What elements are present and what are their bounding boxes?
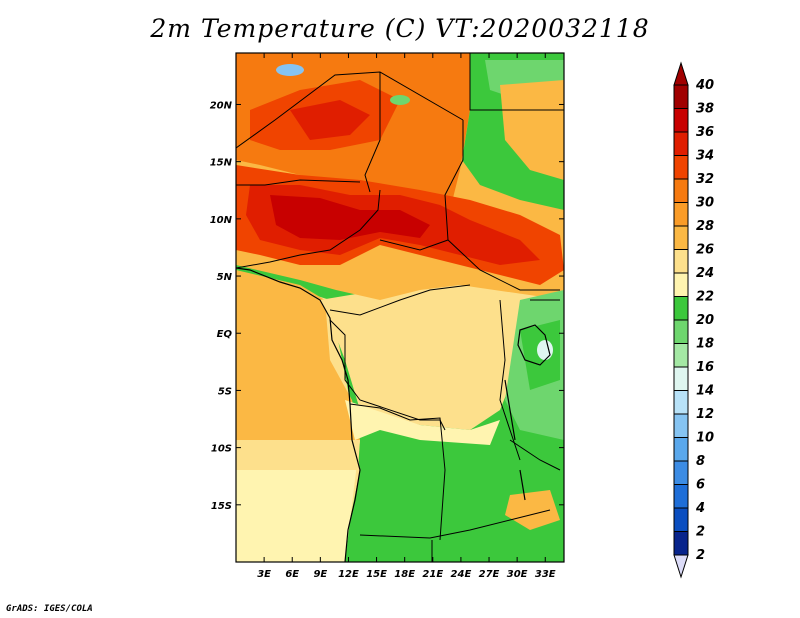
lake-malawi bbox=[519, 469, 526, 501]
colorbar-swatch bbox=[673, 178, 689, 203]
colorbar-swatch bbox=[673, 296, 689, 321]
lon-tick-label: 27E bbox=[479, 569, 500, 580]
field-38c-sahel bbox=[270, 195, 430, 240]
field-20c-spot bbox=[390, 95, 410, 105]
credit-label: GrADS: IGES/COLA bbox=[6, 604, 93, 614]
colorbar-label: 38 bbox=[696, 102, 714, 117]
border-niger-chad bbox=[364, 72, 381, 193]
colorbar-swatch bbox=[673, 155, 689, 180]
lat-tick-label: 5S bbox=[218, 386, 232, 397]
colorbar-label: 24 bbox=[696, 266, 714, 281]
colorbar-label: 30 bbox=[696, 196, 714, 211]
colorbar-bottom-triangle bbox=[673, 554, 689, 579]
coastline bbox=[236, 267, 551, 562]
field-28c-ocean bbox=[236, 270, 360, 440]
colorbar-swatch bbox=[673, 249, 689, 274]
lon-tick-label: 30E bbox=[507, 569, 528, 580]
lon-tick-label: 24E bbox=[451, 569, 472, 580]
field-12c-spot bbox=[276, 64, 304, 76]
colorbar-swatch bbox=[673, 84, 689, 109]
field-24c-band bbox=[345, 400, 500, 445]
border-algeria-niger bbox=[236, 71, 464, 149]
colorbar-swatch bbox=[673, 319, 689, 344]
colorbar-swatch bbox=[673, 460, 689, 485]
border-namibia-zambia bbox=[359, 509, 551, 539]
colorbar-label: 32 bbox=[696, 172, 714, 187]
colorbar-swatch bbox=[673, 390, 689, 415]
colorbar-label: 2 bbox=[696, 525, 705, 540]
field-26c-central bbox=[320, 280, 560, 430]
border-congo-car bbox=[329, 284, 471, 316]
colorbar-label: 26 bbox=[696, 243, 714, 258]
border-angola-drc bbox=[349, 403, 446, 541]
lat-tick-label: 10N bbox=[210, 215, 233, 226]
colorbar-swatch bbox=[673, 531, 689, 556]
colorbar-label: 36 bbox=[696, 125, 714, 140]
field-28c-southeast bbox=[505, 490, 560, 530]
map-axes: 20N 15N 10N 5N EQ 5S 10S 15S 3E 6E 9E 12E 15E 18E 21E 2… bbox=[210, 53, 564, 580]
lon-tick-label: 21E bbox=[422, 569, 443, 580]
colorbar-label: 40 bbox=[695, 78, 714, 93]
colorbar-label: 28 bbox=[696, 219, 714, 234]
colorbar-swatch bbox=[673, 225, 689, 250]
field-24c-southwest bbox=[236, 440, 360, 562]
lat-tick-label: 15N bbox=[210, 158, 233, 169]
field-36c-sahara bbox=[290, 100, 370, 140]
colorbar-swatch bbox=[673, 343, 689, 368]
border-zambia-tanzania bbox=[509, 439, 561, 471]
lon-tick-label: 6E bbox=[285, 569, 299, 580]
colorbar-bottom-label: 2 bbox=[696, 548, 705, 563]
colorbar-swatch bbox=[673, 131, 689, 156]
colorbar-label: 4 bbox=[695, 501, 705, 516]
lon-tick-label: 18E bbox=[394, 569, 415, 580]
colorbar-swatch bbox=[673, 202, 689, 227]
colorbar-label: 6 bbox=[696, 478, 705, 493]
colorbar-label: 10 bbox=[696, 431, 714, 446]
colorbar-top-triangle bbox=[673, 61, 689, 86]
border-niger-nigeria bbox=[236, 179, 361, 186]
map-title: 2m Temperature (C) VT:2020032118 bbox=[150, 14, 650, 43]
colorbar-swatch bbox=[673, 272, 689, 297]
colorbar-label: 16 bbox=[696, 360, 714, 375]
colorbar-label: 20 bbox=[696, 313, 714, 328]
lat-tick-label: 20N bbox=[210, 100, 233, 111]
lat-tick-label: 5N bbox=[217, 272, 233, 283]
lon-tick-label: 3E bbox=[257, 569, 271, 580]
border-drc-east bbox=[499, 299, 521, 461]
colorbar-swatch bbox=[673, 413, 689, 438]
border-libya-egypt-sudan bbox=[469, 53, 564, 111]
field-26c-southwest bbox=[236, 440, 360, 470]
lake-victoria bbox=[517, 324, 551, 366]
border-nigeria-cameroon bbox=[236, 189, 381, 269]
colorbar-swatch bbox=[673, 366, 689, 391]
colorbar-label: 18 bbox=[696, 337, 714, 352]
lake-tanganyika bbox=[504, 379, 516, 441]
border-chad-sudan bbox=[444, 120, 464, 241]
colorbar-label: 34 bbox=[696, 149, 714, 164]
temperature-field bbox=[236, 53, 564, 562]
colorbar-swatch bbox=[673, 108, 689, 133]
colorbar-label: 12 bbox=[696, 407, 714, 422]
country-borders bbox=[236, 53, 564, 562]
map-frame bbox=[235, 52, 565, 563]
atlantic-coastline bbox=[236, 267, 361, 562]
colorbar-label: 8 bbox=[696, 454, 705, 469]
lat-tick-label: 10S bbox=[211, 444, 232, 455]
colorbar-label: 14 bbox=[696, 384, 714, 399]
colorbar-label: 22 bbox=[696, 290, 714, 305]
lon-tick-label: 33E bbox=[535, 569, 556, 580]
colorbar-swatch bbox=[673, 507, 689, 532]
field-16c-spot bbox=[537, 340, 553, 360]
field-28c-northeast bbox=[500, 80, 564, 180]
lon-tick-label: 15E bbox=[366, 569, 387, 580]
lat-tick-label: 15S bbox=[211, 501, 232, 512]
lat-tick-label: EQ bbox=[217, 329, 233, 340]
colorbar-swatch bbox=[673, 484, 689, 509]
border-car-sudan bbox=[379, 239, 560, 291]
lon-tick-label: 12E bbox=[338, 569, 359, 580]
colorbar-swatch bbox=[673, 437, 689, 462]
lon-tick-label: 9E bbox=[313, 569, 327, 580]
